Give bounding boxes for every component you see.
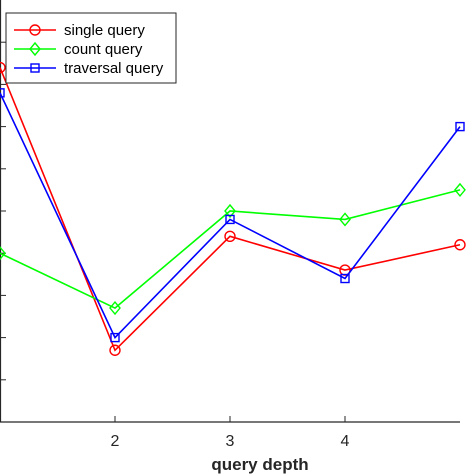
- x-tick-label: 4: [341, 433, 350, 450]
- legend-label-single-query: single query: [64, 22, 145, 39]
- legend-marker-traversal-query: [30, 63, 40, 73]
- legend-label-count-query: count query: [64, 41, 143, 58]
- series-traversal-query: [0, 88, 465, 343]
- x-axis-label: query depth: [211, 455, 308, 474]
- series-line-count-query: [0, 189, 461, 310]
- data-point-count-query: [0, 246, 6, 261]
- series-layer: [0, 61, 466, 356]
- legend-marker-count-query: [29, 41, 41, 57]
- series-count-query: [0, 182, 466, 316]
- x-tick-label: 3: [226, 433, 235, 450]
- data-point-single-query: [109, 344, 121, 356]
- legend: single query count query traversal query: [5, 12, 177, 84]
- series-line-single-query: [0, 67, 461, 352]
- x-tick-label: 2: [111, 433, 120, 450]
- data-point-traversal-query: [340, 273, 350, 284]
- data-point-single-query: [224, 230, 236, 243]
- x-axis-ticks: 2 3 4: [111, 416, 350, 450]
- data-point-traversal-query: [455, 121, 465, 132]
- legend-label-traversal-query: traversal query: [64, 60, 164, 77]
- data-point-traversal-query: [225, 214, 235, 225]
- data-point-single-query: [0, 61, 6, 74]
- data-point-count-query: [224, 203, 236, 219]
- data-point-count-query: [454, 182, 466, 197]
- data-point-count-query: [109, 300, 121, 316]
- data-point-traversal-query: [0, 88, 5, 98]
- data-point-single-query: [454, 239, 466, 251]
- legend-marker-single-query: [29, 24, 41, 36]
- data-point-traversal-query: [110, 332, 120, 343]
- series-line-traversal-query: [0, 92, 461, 339]
- data-point-count-query: [339, 212, 351, 227]
